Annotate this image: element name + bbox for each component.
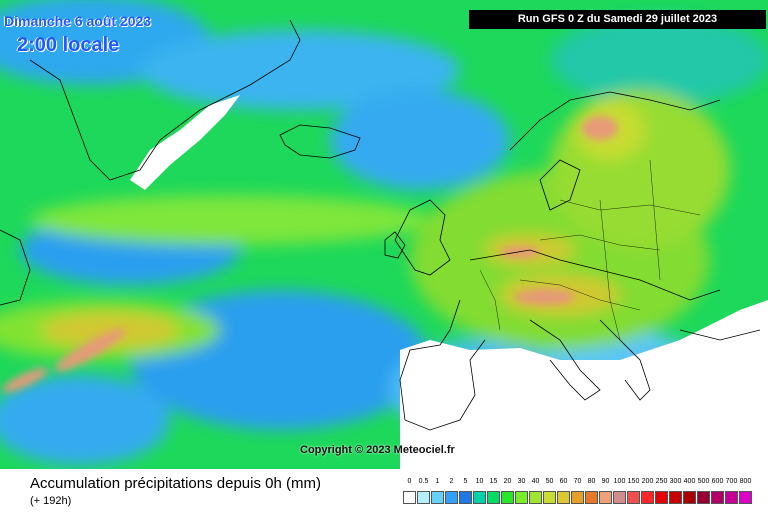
legend-swatch — [613, 491, 626, 504]
map-footer: Accumulation précipitations depuis 0h (m… — [0, 469, 768, 512]
legend-swatch — [501, 491, 514, 504]
legend-label: 600 — [711, 478, 724, 485]
precipitation-legend: 0 0.5 1 2 5 10 15 20 30 40 50 60 70 80 90 100 150 200 250 3… — [403, 478, 753, 504]
legend-label: 100 — [613, 478, 626, 485]
legend-swatch — [557, 491, 570, 504]
legend-swatch — [515, 491, 528, 504]
legend-swatch — [543, 491, 556, 504]
country-borders — [479, 159, 701, 341]
legend-label: 200 — [641, 478, 654, 485]
legend-swatch — [697, 491, 710, 504]
legend-color-scale — [403, 491, 753, 504]
legend-swatch — [739, 491, 752, 504]
legend-label: 300 — [669, 478, 682, 485]
legend-swatch — [417, 491, 430, 504]
legend-swatch — [487, 491, 500, 504]
legend-label: 40 — [531, 478, 540, 485]
legend-label: 0 — [407, 478, 412, 485]
legend-label: 5 — [463, 478, 468, 485]
model-run-info: Run GFS 0 Z du Samedi 29 juillet 2023 — [469, 10, 766, 29]
legend-swatch — [459, 491, 472, 504]
legend-label: 15 — [489, 478, 498, 485]
legend-swatch — [571, 491, 584, 504]
legend-label: 50 — [545, 478, 554, 485]
legend-swatch — [627, 491, 640, 504]
legend-swatch — [445, 491, 458, 504]
legend-label: 80 — [587, 478, 596, 485]
legend-label: 30 — [517, 478, 526, 485]
map-title: Accumulation précipitations depuis 0h (m… — [30, 475, 321, 492]
legend-label: 150 — [627, 478, 640, 485]
legend-swatch — [641, 491, 654, 504]
legend-labels: 0 0.5 1 2 5 10 15 20 30 40 50 60 70 80 90 100 150 200 250 3… — [403, 478, 753, 489]
legend-swatch — [711, 491, 724, 504]
legend-label: 500 — [697, 478, 710, 485]
legend-label: 20 — [503, 478, 512, 485]
legend-label: 800 — [739, 478, 752, 485]
legend-label: 400 — [683, 478, 696, 485]
map-graphic — [0, 0, 768, 469]
dry-area-south — [400, 300, 768, 469]
legend-swatch — [599, 491, 612, 504]
legend-label: 60 — [559, 478, 568, 485]
legend-swatch — [403, 491, 416, 504]
legend-swatch — [669, 491, 682, 504]
precipitation-map: Dimanche 6 août 2023 2:00 locale Run GFS… — [0, 0, 768, 469]
copyright-notice: Copyright © 2023 Meteociel.fr — [300, 444, 455, 456]
forecast-local-time: 2:00 locale — [17, 34, 120, 56]
legend-label: 1 — [435, 478, 440, 485]
legend-label: 70 — [573, 478, 582, 485]
legend-label: 2 — [449, 478, 454, 485]
legend-label: 250 — [655, 478, 668, 485]
legend-swatch — [431, 491, 444, 504]
legend-swatch — [473, 491, 486, 504]
legend-swatch — [585, 491, 598, 504]
forecast-date: Dimanche 6 août 2023 — [4, 13, 152, 29]
coastlines — [0, 19, 761, 431]
legend-label: 0.5 — [418, 478, 429, 485]
legend-label: 10 — [475, 478, 484, 485]
legend-swatch — [529, 491, 542, 504]
heavy-precipitation — [2, 116, 618, 392]
legend-label: 700 — [725, 478, 738, 485]
legend-swatch — [655, 491, 668, 504]
legend-swatch — [683, 491, 696, 504]
forecast-offset: (+ 192h) — [30, 495, 72, 507]
dry-area-greenland — [130, 95, 240, 190]
legend-swatch — [725, 491, 738, 504]
legend-label: 90 — [601, 478, 610, 485]
